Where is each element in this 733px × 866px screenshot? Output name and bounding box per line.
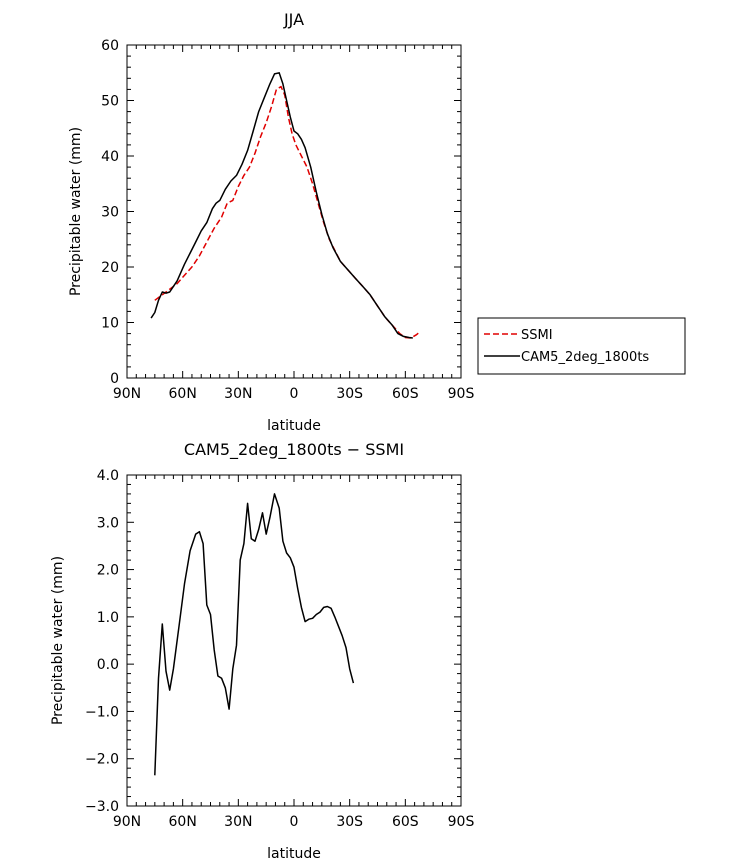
bottom-plot-title: CAM5_2deg_1800ts − SSMI	[184, 440, 404, 460]
bottom-plot: 90N 60N 30N 0 30S 60S 90S −3.0 −2.0 −1.0 0.0 1.0 2.0…	[50, 440, 474, 862]
bottom-plot-series-cam5	[154, 493, 355, 776]
top-plot-ylabel: Precipitable water (mm)	[68, 127, 84, 296]
bottom-plot-ytick-label: 2.0	[97, 563, 119, 579]
legend-label: SSMI	[521, 328, 553, 343]
top-plot-ytick-label: 10	[101, 316, 119, 332]
top-plot-xtick-label: 30S	[336, 386, 363, 402]
bottom-plot-ytick-label: 1.0	[97, 610, 119, 626]
top-plot-ytick-label: 40	[101, 149, 119, 165]
top-plot-title: JJA	[283, 10, 304, 29]
top-plot-series-ssmi	[154, 85, 421, 339]
top-plot-ytick-label: 50	[101, 94, 119, 110]
bottom-plot-ytick-label: −2.0	[85, 752, 119, 768]
bottom-plot-ylabel: Precipitable water (mm)	[50, 556, 66, 725]
top-plot-frame	[126, 44, 462, 379]
bottom-plot-xtick-label: 30S	[336, 814, 363, 830]
bottom-plot-xtick-label: 30N	[224, 814, 252, 830]
bottom-plot-xlabel: latitude	[267, 846, 321, 862]
top-plot-xtick-label: 90S	[448, 386, 475, 402]
top-plot-xtick-label: 0	[290, 386, 299, 402]
bottom-plot-ytick-label: 4.0	[97, 468, 119, 484]
bottom-plot-ytick-label: 3.0	[97, 515, 119, 531]
legend-box	[477, 317, 686, 375]
bottom-plot-xtick-label: 0	[290, 814, 299, 830]
top-plot-xlabel: latitude	[267, 418, 321, 434]
top-plot-xtick-label: 60S	[392, 386, 419, 402]
top-plot-ytick-label: 60	[101, 38, 119, 54]
bottom-plot-xtick-label: 60S	[392, 814, 419, 830]
bottom-plot-xtick-label: 90S	[448, 814, 475, 830]
legend-label: CAM5_2deg_1800ts	[521, 350, 649, 365]
top-plot-xtick-label: 90N	[113, 386, 141, 402]
bottom-plot-xtick-label: 60N	[169, 814, 197, 830]
top-plot-series-cam5	[150, 72, 413, 339]
top-plot: 90N 60N 30N 0 30S 60S 90S 0 10 20 30 40 50 60 JJA latit…	[68, 10, 474, 434]
top-plot-ytick-label: 0	[110, 371, 119, 387]
top-plot-xtick-label: 30N	[224, 386, 252, 402]
top-plot-xtick-label: 60N	[169, 386, 197, 402]
bottom-plot-xtick-label: 90N	[113, 814, 141, 830]
top-plot-ytick-label: 30	[101, 205, 119, 221]
bottom-plot-ytick-label: −3.0	[85, 799, 119, 815]
legend: SSMI CAM5_2deg_1800ts	[477, 317, 686, 375]
bottom-plot-ytick-label: 0.0	[97, 657, 119, 673]
top-plot-ytick-label: 20	[101, 260, 119, 276]
bottom-plot-ytick-label: −1.0	[85, 704, 119, 720]
